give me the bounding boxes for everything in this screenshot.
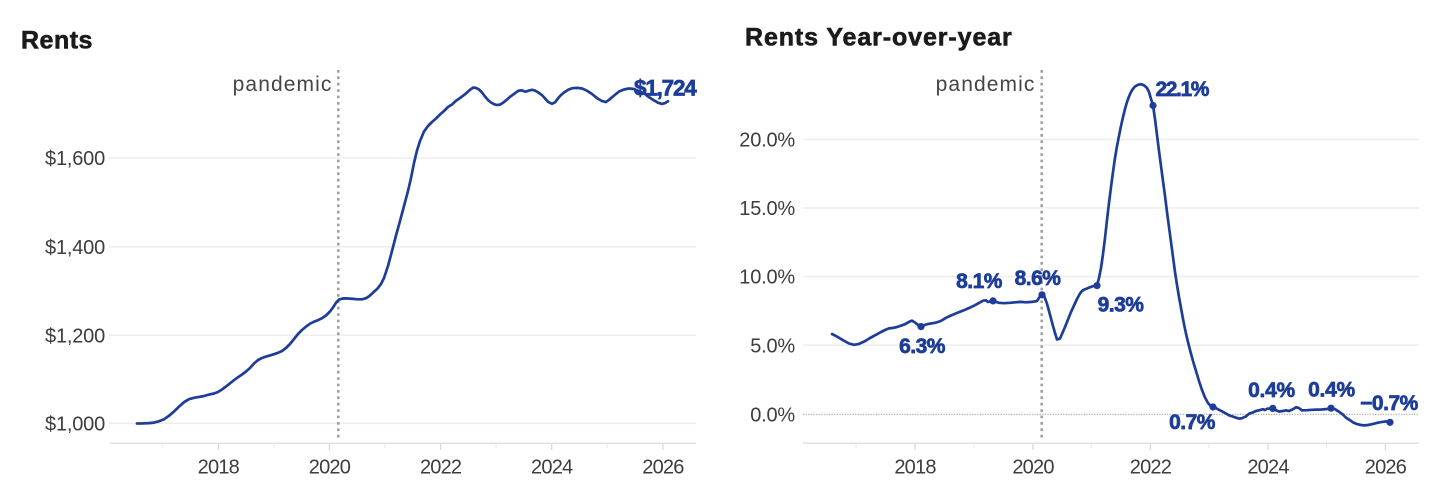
svg-text:15.0%: 15.0% [739,198,795,220]
svg-text:2018: 2018 [198,457,240,479]
svg-text:6.3%: 6.3% [899,335,946,358]
svg-text:$1,400: $1,400 [45,237,105,259]
svg-text:10.0%: 10.0% [739,267,795,289]
svg-text:2020: 2020 [1012,457,1054,479]
svg-text:0.0%: 0.0% [750,405,795,427]
svg-text:$1,600: $1,600 [45,148,105,170]
svg-text:$1,724: $1,724 [634,76,697,101]
svg-text:$1,200: $1,200 [45,325,105,347]
svg-text:$1,000: $1,000 [45,414,105,436]
svg-text:9.3%: 9.3% [1098,294,1145,317]
svg-text:2026: 2026 [1365,457,1407,479]
svg-text:20.0%: 20.0% [739,130,795,152]
svg-text:2022: 2022 [420,457,462,479]
svg-text:0.4%: 0.4% [1248,379,1295,402]
svg-text:Rents: Rents [21,27,93,55]
svg-text:5.0%: 5.0% [750,335,795,357]
svg-text:0.4%: 0.4% [1308,379,1355,402]
svg-text:2024: 2024 [1247,457,1289,479]
svg-text:2026: 2026 [642,457,684,479]
svg-text:8.1%: 8.1% [956,270,1003,293]
svg-text:2020: 2020 [309,457,351,479]
svg-text:pandemic: pandemic [936,73,1036,96]
svg-text:Rents Year-over-year: Rents Year-over-year [745,24,1013,52]
svg-text:8.6%: 8.6% [1015,267,1062,290]
svg-text:2024: 2024 [531,457,573,479]
svg-text:2018: 2018 [894,457,936,479]
svg-text:22.1%: 22.1% [1156,78,1210,101]
svg-text:pandemic: pandemic [233,73,333,96]
svg-text:−0.7%: −0.7% [1360,392,1418,415]
svg-text:0.7%: 0.7% [1169,411,1216,434]
svg-text:2022: 2022 [1130,457,1172,479]
